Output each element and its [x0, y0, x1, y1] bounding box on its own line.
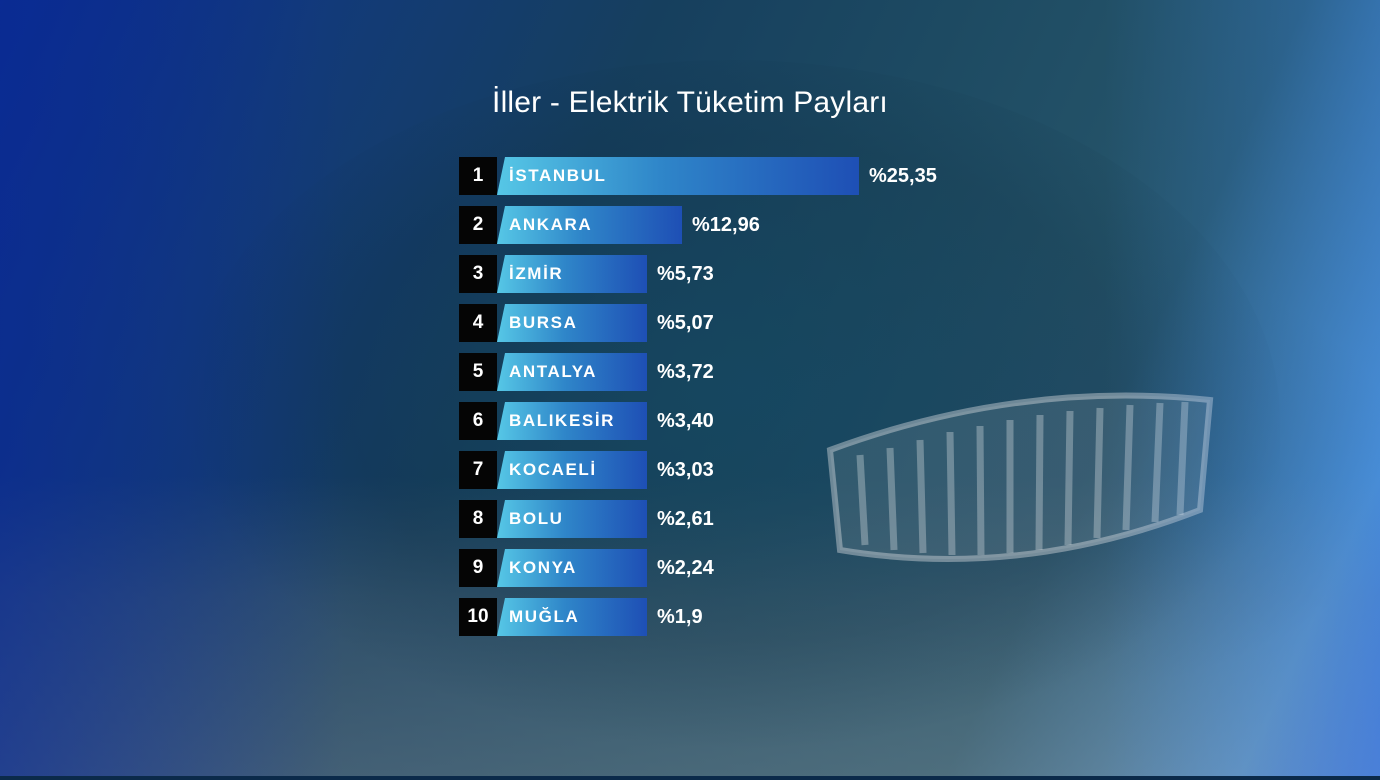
bar-category-label: BURSA [509, 313, 578, 332]
bar-category-label: KONYA [509, 558, 577, 577]
bar-rank-8: 8 [459, 500, 497, 538]
bar-3 [497, 255, 647, 293]
bar-value-label: %2,61 [657, 508, 714, 530]
bar-rank-1: 1 [459, 157, 497, 195]
bar-rank-9: 9 [459, 549, 497, 587]
chart-title: İller - Elektrik Tüketim Payları [492, 86, 888, 119]
bar-category-label: MUĞLA [509, 607, 580, 626]
bar-value-label: %3,03 [657, 459, 714, 481]
bar-rank-7: 7 [459, 451, 497, 489]
bar-rank-2: 2 [459, 206, 497, 244]
bar-category-label: BALIKESİR [509, 411, 616, 430]
bar-8 [497, 500, 647, 538]
bar-value-label: %3,40 [657, 410, 714, 432]
bar-7 [497, 451, 647, 489]
bar-1 [497, 157, 859, 195]
bar-value-label: %5,73 [657, 263, 714, 285]
bar-category-label: İZMİR [509, 264, 564, 283]
bar-4 [497, 304, 647, 342]
bar-value-label: %1,9 [657, 606, 703, 628]
bar-category-label: ANKARA [509, 215, 593, 234]
bar-10 [497, 598, 647, 636]
bar-value-label: %5,07 [657, 312, 714, 334]
bar-category-label: ANTALYA [509, 362, 598, 381]
bar-rank-3: 3 [459, 255, 497, 293]
bar-rank-4: 4 [459, 304, 497, 342]
bar-5 [497, 353, 647, 391]
bar-rank-5: 5 [459, 353, 497, 391]
bar-value-label: %12,96 [692, 214, 760, 236]
bar-rank-10: 10 [459, 598, 497, 636]
bar-category-label: İSTANBUL [509, 166, 607, 185]
bar-value-label: %2,24 [657, 557, 714, 579]
bar-9 [497, 549, 647, 587]
bar-value-label: %3,72 [657, 361, 714, 383]
bar-value-label: %25,35 [869, 165, 937, 187]
bar-category-label: BOLU [509, 509, 564, 528]
bar-rank-6: 6 [459, 402, 497, 440]
bar-category-label: KOCAELİ [509, 460, 597, 479]
bar-2 [497, 206, 682, 244]
bar-6 [497, 402, 647, 440]
